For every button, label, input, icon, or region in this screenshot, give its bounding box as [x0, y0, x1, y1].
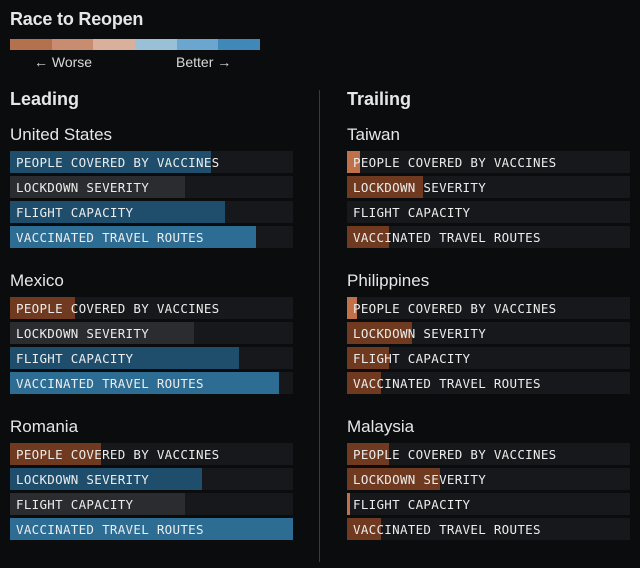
- metric-bar: [347, 297, 357, 319]
- metric-bar: [347, 151, 360, 173]
- legend-worse-label: ← Worse: [34, 54, 93, 70]
- metric-bar: [10, 372, 279, 394]
- metric-label: FLIGHT CAPACITY: [353, 351, 471, 366]
- legend-swatch: [51, 39, 94, 50]
- metric-bar: [10, 201, 226, 223]
- metric-label: LOCKDOWN SEVERITY: [16, 472, 150, 487]
- metric-label: LOCKDOWN SEVERITY: [16, 180, 150, 195]
- metric-row: FLIGHT CAPACITY: [347, 493, 630, 515]
- metric-bar: [10, 468, 203, 490]
- metric-row: LOCKDOWN SEVERITY: [10, 176, 293, 198]
- metric-row: VACCINATED TRAVEL ROUTES: [347, 226, 630, 248]
- metric-bar: [10, 443, 101, 465]
- metric-label: PEOPLE COVERED BY VACCINES: [353, 447, 557, 462]
- metric-row: FLIGHT CAPACITY: [347, 347, 630, 369]
- chart-title: Race to Reopen: [10, 9, 144, 29]
- metric-label: FLIGHT CAPACITY: [16, 351, 134, 366]
- metric-bar: [10, 151, 211, 173]
- metric-label: PEOPLE COVERED BY VACCINES: [16, 301, 220, 316]
- metric-label: FLIGHT CAPACITY: [353, 497, 471, 512]
- metric-label: PEOPLE COVERED BY VACCINES: [353, 155, 557, 170]
- metric-row: LOCKDOWN SEVERITY: [10, 468, 293, 490]
- metric-label: LOCKDOWN SEVERITY: [353, 326, 487, 341]
- metric-row: PEOPLE COVERED BY VACCINES: [10, 151, 293, 173]
- metric-row: VACCINATED TRAVEL ROUTES: [347, 518, 630, 540]
- metric-row: VACCINATED TRAVEL ROUTES: [10, 226, 293, 248]
- metric-bar: [347, 176, 424, 198]
- metric-row: FLIGHT CAPACITY: [10, 201, 293, 223]
- metric-label: LOCKDOWN SEVERITY: [353, 180, 487, 195]
- legend-swatch: [10, 39, 52, 50]
- country-name: Philippines: [347, 271, 430, 290]
- metric-row: PEOPLE COVERED BY VACCINES: [347, 151, 630, 173]
- metric-label: VACCINATED TRAVEL ROUTES: [16, 230, 204, 245]
- metric-bar: [347, 372, 381, 394]
- metric-label: VACCINATED TRAVEL ROUTES: [353, 230, 541, 245]
- leading-heading: Leading: [10, 89, 80, 109]
- legend-swatch: [93, 39, 136, 50]
- legend-swatch: [218, 39, 261, 50]
- legend-better-label: Better →: [176, 54, 232, 70]
- metric-row: LOCKDOWN SEVERITY: [347, 322, 630, 344]
- metric-bar: [347, 493, 350, 515]
- metric-row: VACCINATED TRAVEL ROUTES: [10, 372, 293, 394]
- metric-bar: [347, 518, 381, 540]
- metric-bar: [10, 297, 76, 319]
- metric-label: VACCINATED TRAVEL ROUTES: [16, 376, 204, 391]
- metric-row: PEOPLE COVERED BY VACCINES: [10, 297, 293, 319]
- country-name: United States: [10, 125, 113, 144]
- metric-label: FLIGHT CAPACITY: [353, 205, 471, 220]
- country-name: Malaysia: [347, 417, 415, 436]
- metric-bar: [347, 468, 441, 490]
- country-name: Mexico: [10, 271, 64, 290]
- metric-row: LOCKDOWN SEVERITY: [347, 176, 630, 198]
- column-divider: [319, 90, 320, 562]
- metric-label: LOCKDOWN SEVERITY: [353, 472, 487, 487]
- metric-row: VACCINATED TRAVEL ROUTES: [10, 518, 293, 540]
- metric-bar: [10, 226, 257, 248]
- metric-bar: [347, 322, 413, 344]
- metric-row: PEOPLE COVERED BY VACCINES: [10, 443, 293, 465]
- metric-label: LOCKDOWN SEVERITY: [16, 326, 150, 341]
- metric-bar: [10, 347, 240, 369]
- metric-label: PEOPLE COVERED BY VACCINES: [16, 447, 220, 462]
- metric-row: FLIGHT CAPACITY: [347, 201, 630, 223]
- metric-row: VACCINATED TRAVEL ROUTES: [347, 372, 630, 394]
- metric-label: VACCINATED TRAVEL ROUTES: [353, 376, 541, 391]
- country-name: Taiwan: [347, 125, 400, 144]
- legend-swatch: [135, 39, 177, 50]
- metric-bar: [10, 176, 186, 198]
- metric-bar: [347, 347, 390, 369]
- metric-label: FLIGHT CAPACITY: [16, 497, 134, 512]
- legend-swatch: [176, 39, 219, 50]
- metric-label: PEOPLE COVERED BY VACCINES: [353, 301, 557, 316]
- metric-row: LOCKDOWN SEVERITY: [347, 468, 630, 490]
- metric-row: LOCKDOWN SEVERITY: [10, 322, 293, 344]
- metric-row: PEOPLE COVERED BY VACCINES: [347, 297, 630, 319]
- metric-bar: [347, 443, 390, 465]
- metric-row: PEOPLE COVERED BY VACCINES: [347, 443, 630, 465]
- legend-color-scale: [10, 39, 261, 50]
- metric-label: PEOPLE COVERED BY VACCINES: [16, 155, 220, 170]
- trailing-heading: Trailing: [347, 89, 412, 109]
- metric-label: FLIGHT CAPACITY: [16, 205, 134, 220]
- country-name: Romania: [10, 417, 79, 436]
- metric-bar: [10, 518, 293, 540]
- metric-row: FLIGHT CAPACITY: [10, 493, 293, 515]
- metric-row: FLIGHT CAPACITY: [10, 347, 293, 369]
- metric-bar: [10, 322, 194, 344]
- metric-label: VACCINATED TRAVEL ROUTES: [353, 522, 541, 537]
- metric-label: VACCINATED TRAVEL ROUTES: [16, 522, 204, 537]
- metric-bar: [347, 226, 390, 248]
- metric-bar: [10, 493, 186, 515]
